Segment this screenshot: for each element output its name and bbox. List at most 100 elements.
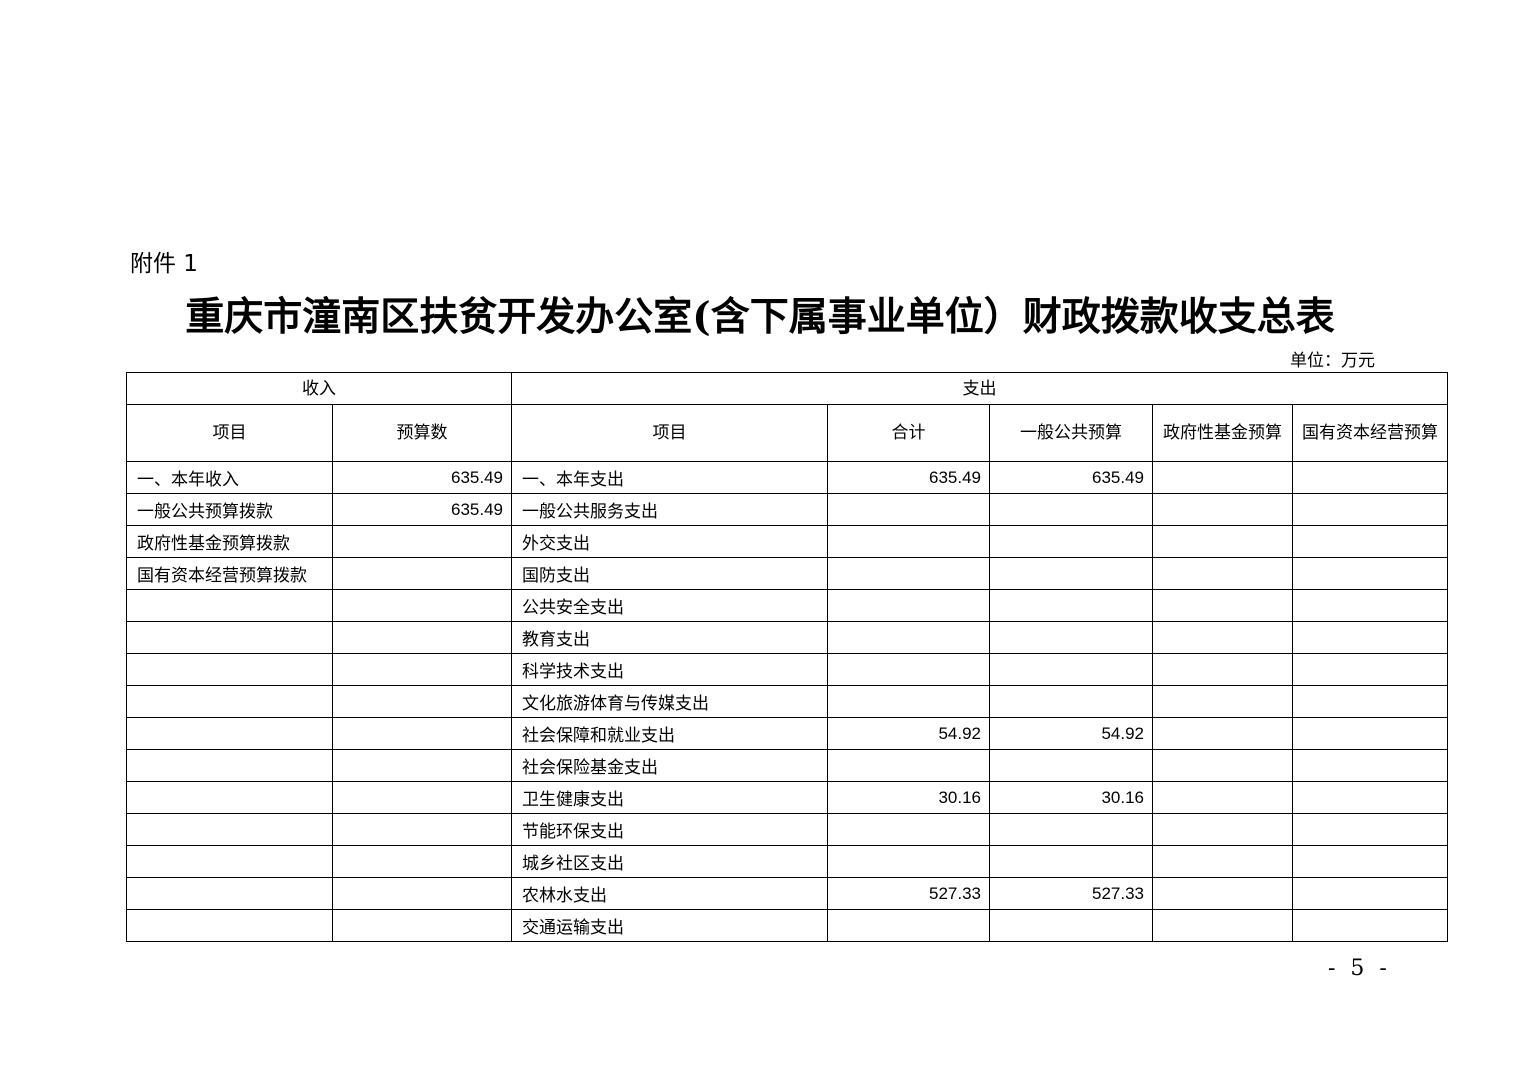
cell-general-public-budget [989, 525, 1153, 558]
cell-state-capital-budget [1292, 621, 1448, 654]
column-header-general-public-budget: 一般公共预算 [989, 404, 1153, 462]
cell-general-public-budget [989, 557, 1153, 590]
cell-government-fund-budget [1152, 685, 1293, 718]
cell-income-item [126, 621, 333, 654]
table-row: 教育支出 [126, 621, 1448, 654]
table-row: 科学技术支出 [126, 653, 1448, 686]
table-row: 一般公共预算拨款 635.49 一般公共服务支出 [126, 493, 1448, 526]
cell-income-budget [332, 717, 512, 750]
cell-state-capital-budget [1292, 877, 1448, 910]
cell-expenditure-total [827, 557, 990, 590]
cell-expenditure-item: 一、本年支出 [511, 461, 828, 494]
cell-expenditure-item: 农林水支出 [511, 877, 828, 910]
cell-income-budget [332, 685, 512, 718]
cell-government-fund-budget [1152, 653, 1293, 686]
cell-general-public-budget [989, 813, 1153, 846]
cell-expenditure-total [827, 493, 990, 526]
cell-expenditure-item: 社会保障和就业支出 [511, 717, 828, 750]
cell-income-budget [332, 877, 512, 910]
cell-general-public-budget [989, 909, 1153, 942]
table-row: 节能环保支出 [126, 813, 1448, 846]
cell-government-fund-budget [1152, 493, 1293, 526]
budget-table: 收入 支出 项目 预算数 项目 合计 一般公共预算 政府性基金预算 国有资本经营预算 一、本… [126, 372, 1448, 942]
table-row: 农林水支出 527.33 527.33 [126, 877, 1448, 910]
cell-income-budget [332, 845, 512, 878]
cell-state-capital-budget [1292, 493, 1448, 526]
cell-expenditure-total [827, 749, 990, 782]
cell-expenditure-total [827, 685, 990, 718]
document-title: 重庆市潼南区扶贫开发办公室(含下属事业单位）财政拨款收支总表 [185, 294, 1335, 340]
cell-government-fund-budget [1152, 781, 1293, 814]
cell-expenditure-item: 文化旅游体育与传媒支出 [511, 685, 828, 718]
cell-expenditure-total: 30.16 [827, 781, 990, 814]
cell-income-budget: 635.49 [332, 461, 512, 494]
cell-state-capital-budget [1292, 557, 1448, 590]
cell-income-budget [332, 557, 512, 590]
cell-government-fund-budget [1152, 461, 1293, 494]
cell-income-item: 一般公共预算拨款 [126, 493, 333, 526]
cell-state-capital-budget [1292, 653, 1448, 686]
cell-expenditure-item: 社会保险基金支出 [511, 749, 828, 782]
cell-expenditure-item: 教育支出 [511, 621, 828, 654]
cell-state-capital-budget [1292, 781, 1448, 814]
cell-income-item [126, 909, 333, 942]
cell-general-public-budget [989, 653, 1153, 686]
cell-general-public-budget [989, 845, 1153, 878]
cell-income-item: 政府性基金预算拨款 [126, 525, 333, 558]
column-header-expenditure-total: 合计 [827, 404, 990, 462]
cell-expenditure-item: 交通运输支出 [511, 909, 828, 942]
cell-income-budget [332, 909, 512, 942]
cell-government-fund-budget [1152, 621, 1293, 654]
cell-income-budget [332, 653, 512, 686]
cell-government-fund-budget [1152, 813, 1293, 846]
cell-income-item [126, 717, 333, 750]
cell-government-fund-budget [1152, 557, 1293, 590]
cell-expenditure-item: 公共安全支出 [511, 589, 828, 622]
cell-income-item [126, 685, 333, 718]
cell-income-budget [332, 813, 512, 846]
cell-expenditure-item: 外交支出 [511, 525, 828, 558]
cell-general-public-budget [989, 685, 1153, 718]
cell-expenditure-total [827, 525, 990, 558]
cell-general-public-budget: 54.92 [989, 717, 1153, 750]
cell-expenditure-total: 635.49 [827, 461, 990, 494]
cell-state-capital-budget [1292, 813, 1448, 846]
column-header-income-budget: 预算数 [332, 404, 512, 462]
cell-income-item [126, 877, 333, 910]
cell-general-public-budget [989, 493, 1153, 526]
cell-expenditure-total [827, 621, 990, 654]
page-number: - 5 - [1328, 956, 1391, 981]
cell-expenditure-total [827, 813, 990, 846]
table-row: 文化旅游体育与传媒支出 [126, 685, 1448, 718]
table-row: 一、本年收入 635.49 一、本年支出 635.49 635.49 [126, 461, 1448, 494]
attachment-label: 附件 1 [130, 251, 198, 277]
cell-general-public-budget [989, 589, 1153, 622]
cell-general-public-budget [989, 621, 1153, 654]
cell-income-budget: 635.49 [332, 493, 512, 526]
table-row: 政府性基金预算拨款 外交支出 [126, 525, 1448, 558]
cell-expenditure-item: 卫生健康支出 [511, 781, 828, 814]
cell-income-item [126, 749, 333, 782]
cell-expenditure-total [827, 589, 990, 622]
cell-income-budget [332, 589, 512, 622]
cell-government-fund-budget [1152, 845, 1293, 878]
cell-state-capital-budget [1292, 589, 1448, 622]
cell-state-capital-budget [1292, 685, 1448, 718]
cell-expenditure-total [827, 909, 990, 942]
cell-state-capital-budget [1292, 909, 1448, 942]
column-header-government-fund-budget: 政府性基金预算 [1152, 404, 1293, 462]
cell-expenditure-item: 节能环保支出 [511, 813, 828, 846]
cell-expenditure-item: 国防支出 [511, 557, 828, 590]
table-row: 公共安全支出 [126, 589, 1448, 622]
cell-general-public-budget: 30.16 [989, 781, 1153, 814]
cell-state-capital-budget [1292, 461, 1448, 494]
cell-income-budget [332, 525, 512, 558]
cell-state-capital-budget [1292, 749, 1448, 782]
column-header-expenditure-item: 项目 [511, 404, 828, 462]
cell-government-fund-budget [1152, 749, 1293, 782]
cell-government-fund-budget [1152, 909, 1293, 942]
cell-income-item [126, 781, 333, 814]
cell-income-budget [332, 621, 512, 654]
column-header-state-capital-budget: 国有资本经营预算 [1292, 404, 1448, 462]
cell-government-fund-budget [1152, 877, 1293, 910]
